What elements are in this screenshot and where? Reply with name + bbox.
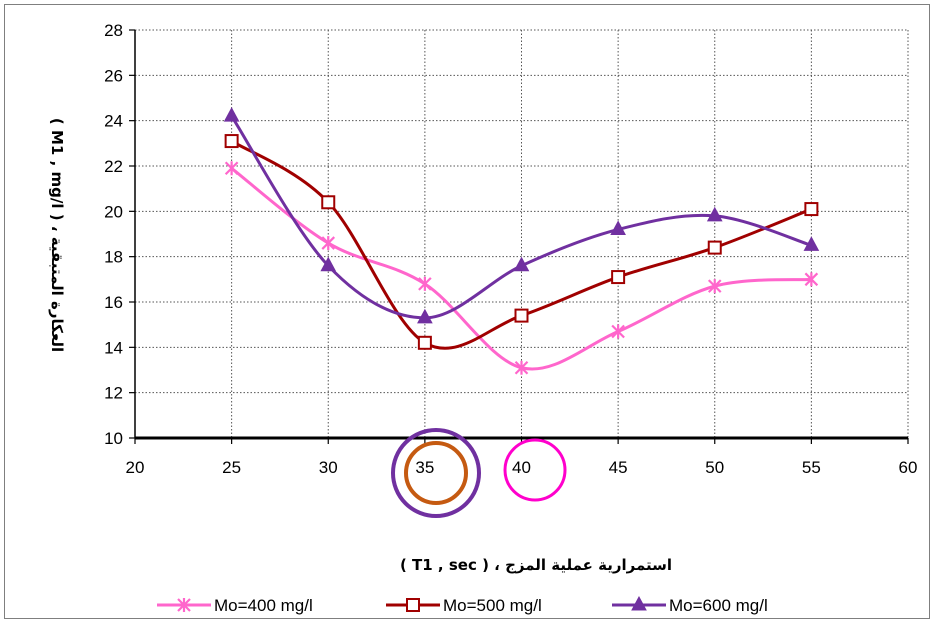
data-point: [803, 236, 820, 251]
y-tick-label: 10: [104, 429, 123, 448]
y-tick-label: 28: [104, 21, 123, 40]
axes: [129, 29, 909, 444]
x-tick-label: 35: [415, 458, 434, 477]
x-tick-label: 60: [899, 458, 918, 477]
legend-label: Mo=500 mg/l: [443, 596, 542, 615]
data-point: [321, 236, 336, 251]
legend-marker: [177, 598, 191, 612]
annotation-circle: [391, 428, 481, 518]
data-point: [417, 308, 433, 324]
data-point: [224, 134, 239, 149]
x-tick-label: 25: [222, 458, 241, 477]
annotation-circle: [404, 441, 468, 505]
x-axis-title: استمرارية عملية المزج ، ( T1 , sec ): [400, 556, 672, 574]
y-tick-label: 14: [104, 338, 123, 357]
data-point: [223, 107, 240, 122]
data-point: [514, 360, 529, 375]
annotation-circles: [391, 428, 567, 518]
chart-frame: [4, 4, 930, 619]
data-point: [417, 335, 432, 350]
data-point: [707, 279, 722, 294]
data-point: [707, 240, 722, 255]
data-point: [610, 220, 626, 235]
data-point: [514, 308, 529, 323]
tick-labels: 20 25 30 35 40 45 50 55 60 10 12 14 16 18 20 22 24 26 28: [104, 21, 917, 477]
y-tick-label: 20: [104, 202, 123, 221]
data-point: [804, 272, 819, 287]
data-point: [224, 161, 239, 176]
x-tick-label: 40: [512, 458, 531, 477]
x-tick-label: 55: [802, 458, 821, 477]
y-tick-label: 18: [104, 248, 123, 267]
y-tick-label: 22: [104, 157, 123, 176]
legend: Mo=400 mg/l Mo=500 mg/l Mo=600 mg/l: [157, 595, 768, 615]
data-point: [706, 206, 723, 222]
data-point: [611, 324, 625, 339]
legend-label: Mo=400 mg/l: [214, 596, 313, 615]
legend-label: Mo=600 mg/l: [669, 596, 768, 615]
series-markers: [223, 107, 820, 375]
y-tick-label: 12: [104, 384, 123, 403]
data-point: [418, 276, 432, 291]
x-tick-label: 30: [319, 458, 338, 477]
data-point: [611, 270, 626, 285]
grid-lines: [135, 29, 909, 438]
y-tick-label: 16: [104, 293, 123, 312]
x-tick-label: 50: [705, 458, 724, 477]
legend-marker: [406, 598, 420, 612]
annotation-circle: [503, 438, 567, 502]
y-tick-label: 24: [104, 112, 123, 131]
data-point: [321, 195, 336, 210]
legend-marker: [631, 595, 647, 611]
data-point: [320, 256, 337, 272]
y-axis-title: العكارة المتبقية ، ( M1 , mg/l ): [48, 118, 66, 352]
data-point: [804, 202, 819, 217]
x-tick-label: 45: [609, 458, 628, 477]
data-point: [513, 256, 530, 272]
y-tick-label: 26: [104, 66, 123, 85]
x-tick-label: 20: [126, 458, 145, 477]
